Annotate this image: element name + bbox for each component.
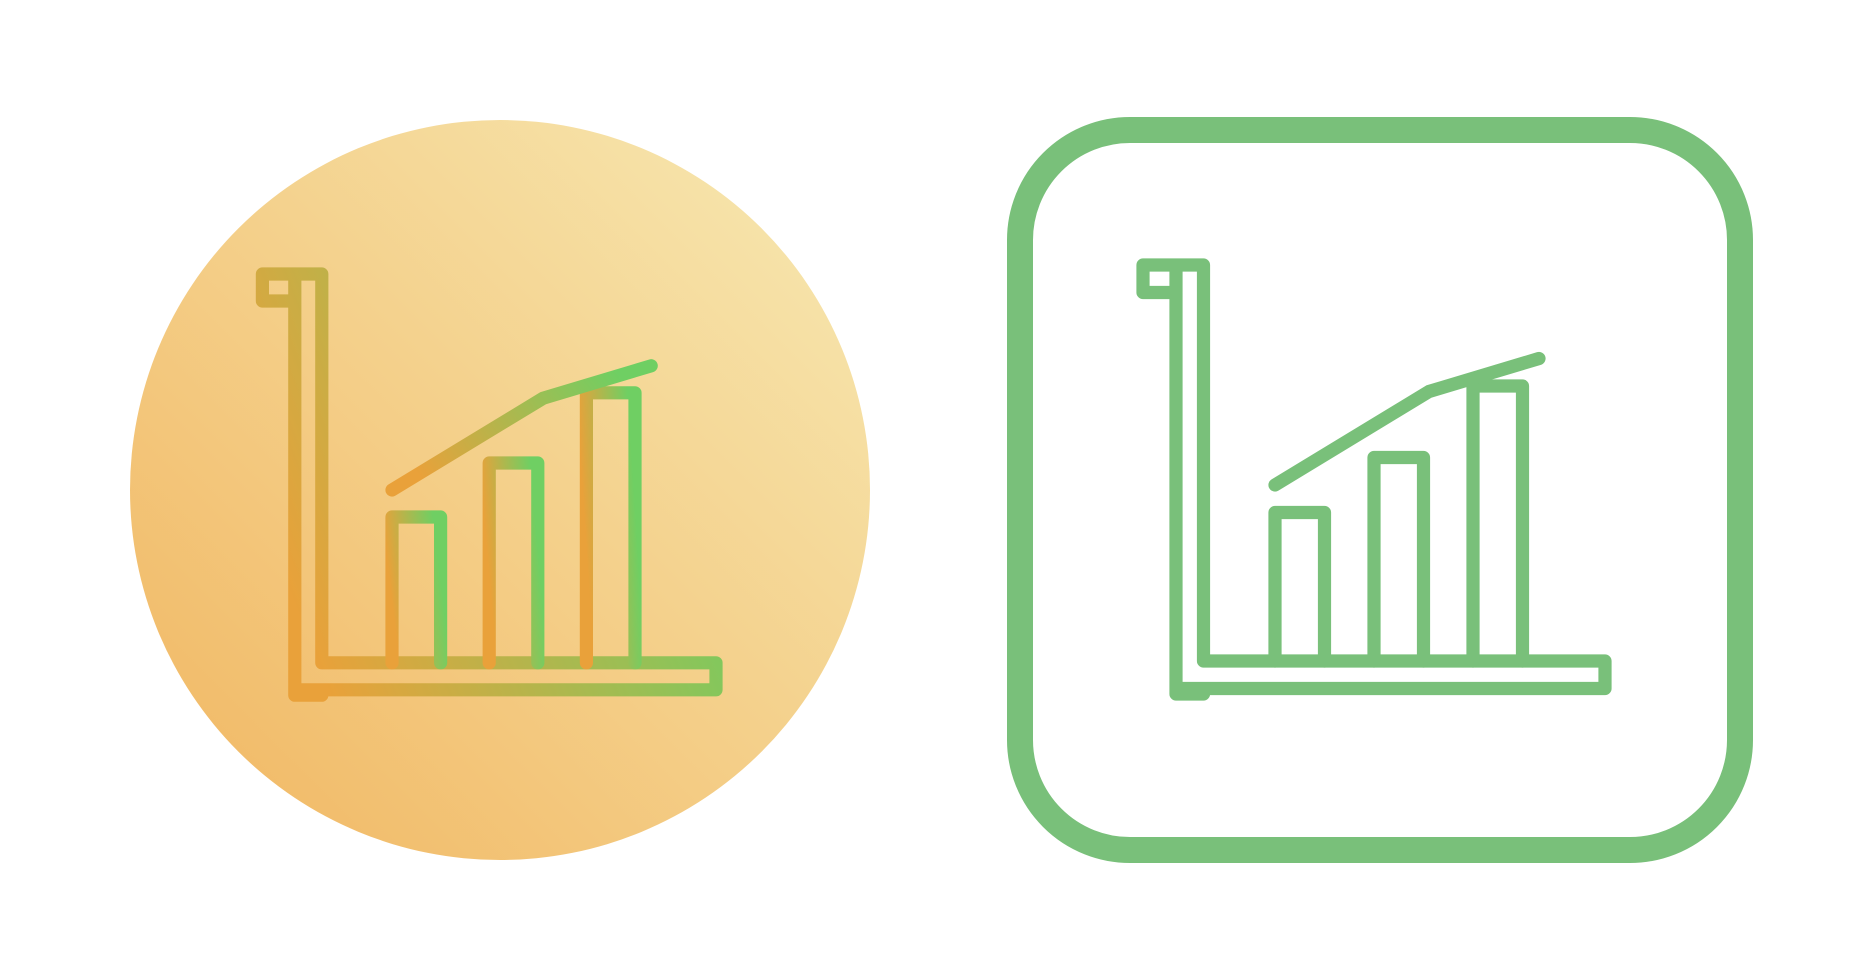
bar-chart-square-icon [1020, 130, 1740, 850]
icon-pair-canvas [0, 0, 1854, 980]
bar-chart-circle-icon [130, 120, 870, 860]
icon-pair-svg [0, 0, 1854, 980]
